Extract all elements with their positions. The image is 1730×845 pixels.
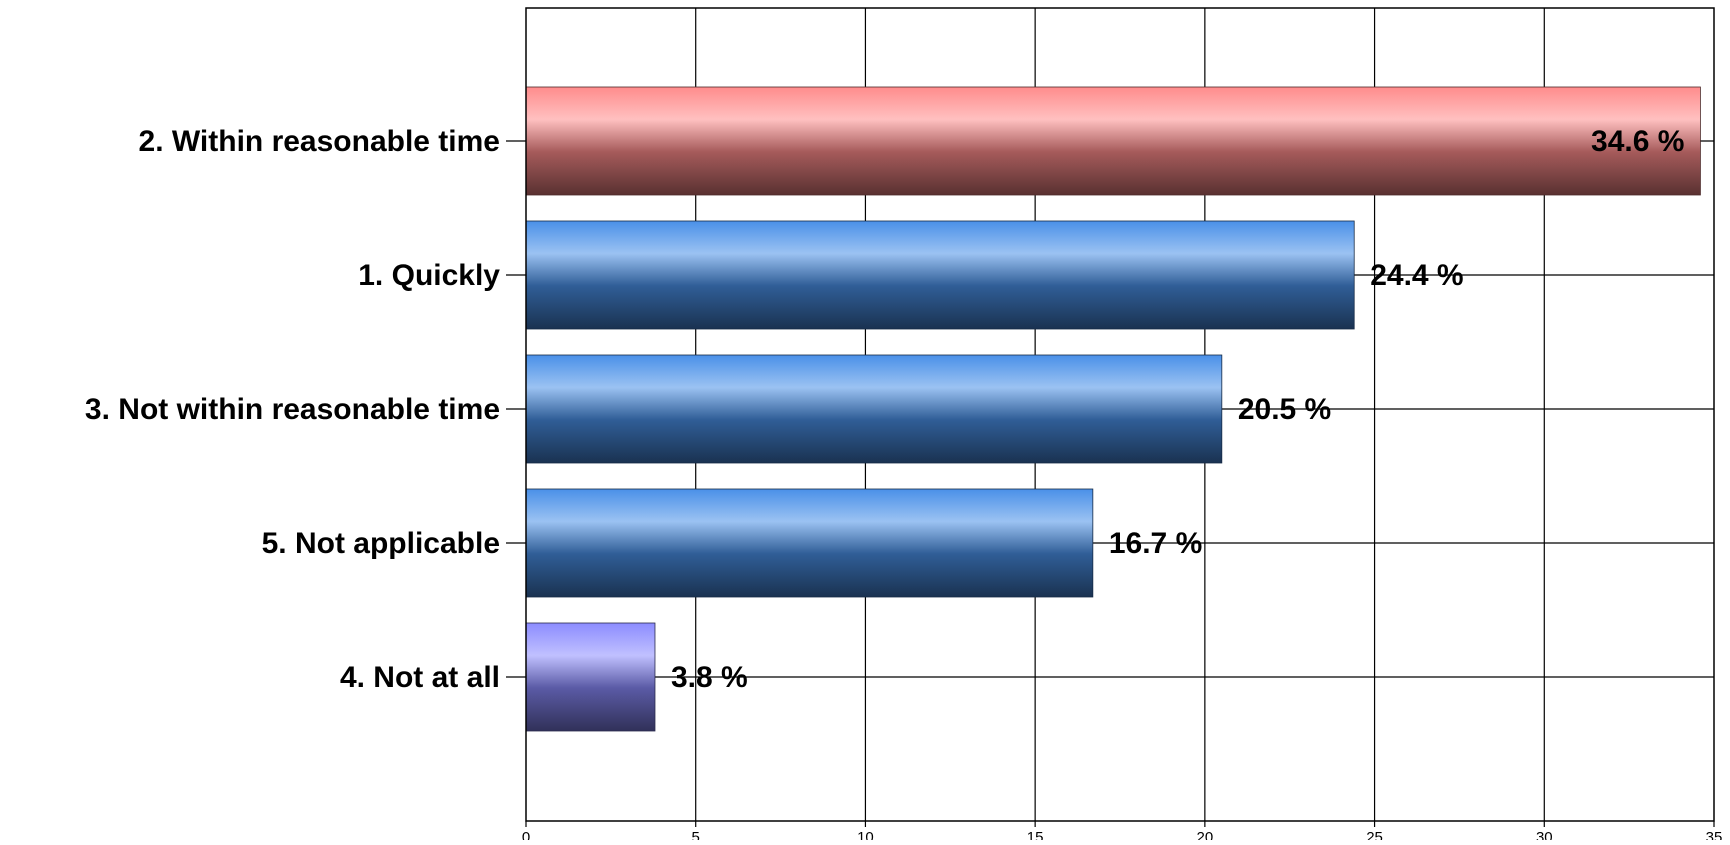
x-tick-label: 0 — [522, 829, 530, 840]
bar-layer — [525, 86, 1701, 732]
x-tick-label: 25 — [1366, 829, 1383, 840]
value-label: 16.7 % — [1109, 527, 1202, 560]
x-tick-label: 5 — [692, 829, 700, 840]
axis-layer — [506, 7, 1715, 827]
bar — [525, 86, 1701, 196]
bar — [525, 488, 1094, 598]
category-label: 4. Not at all — [340, 661, 500, 694]
x-tick-label: 15 — [1027, 829, 1044, 840]
x-tick-label: 20 — [1197, 829, 1214, 840]
x-tick-label: 10 — [857, 829, 874, 840]
category-label: 5. Not applicable — [262, 527, 500, 560]
bar — [525, 622, 656, 732]
category-label: 1. Quickly — [358, 259, 500, 292]
plot-frame — [525, 7, 1715, 822]
category-label: 3. Not within reasonable time — [85, 393, 500, 426]
value-label: 20.5 % — [1238, 393, 1331, 426]
bar — [525, 354, 1223, 464]
value-label: 24.4 % — [1370, 259, 1463, 292]
x-tick-label: 30 — [1536, 829, 1553, 840]
value-label: 34.6 % — [1591, 125, 1684, 158]
category-label: 2. Within reasonable time — [139, 125, 500, 158]
label-layer: 0 5 10 15 20 25 30 35 2. Within reasonable time 3… — [85, 125, 1723, 845]
x-tick-label: 35 — [1706, 829, 1723, 840]
bar — [525, 220, 1355, 330]
value-label: 3.8 % — [671, 661, 748, 694]
